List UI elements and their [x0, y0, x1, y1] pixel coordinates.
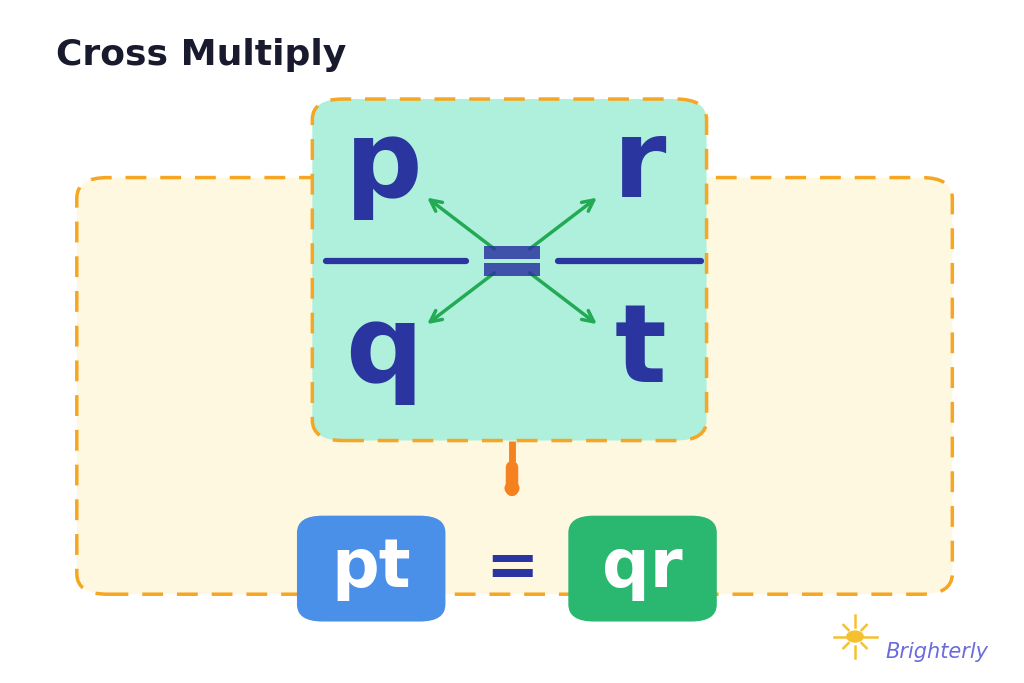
- FancyBboxPatch shape: [483, 247, 541, 259]
- Text: =: =: [485, 538, 539, 599]
- Circle shape: [847, 631, 863, 642]
- FancyBboxPatch shape: [297, 516, 445, 622]
- FancyBboxPatch shape: [77, 178, 952, 594]
- Text: q: q: [345, 298, 423, 405]
- Text: Cross Multiply: Cross Multiply: [56, 38, 346, 72]
- Text: t: t: [614, 298, 666, 405]
- Text: Brighterly: Brighterly: [886, 642, 989, 663]
- FancyBboxPatch shape: [568, 516, 717, 622]
- Text: pt: pt: [332, 535, 411, 601]
- Text: p: p: [345, 114, 423, 221]
- Text: qr: qr: [602, 535, 683, 601]
- Text: r: r: [613, 114, 667, 221]
- FancyBboxPatch shape: [312, 99, 707, 441]
- FancyBboxPatch shape: [483, 263, 541, 275]
